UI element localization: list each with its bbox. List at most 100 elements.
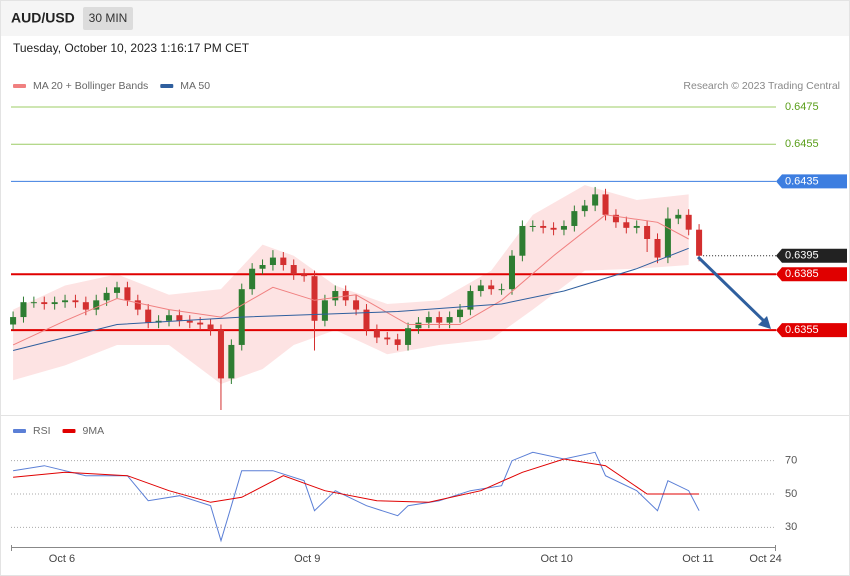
level-tag	[776, 323, 847, 338]
candle-body	[72, 300, 79, 303]
candle-body	[498, 289, 505, 291]
level-tag	[776, 248, 847, 263]
candle-body	[623, 222, 630, 228]
candle-body	[321, 300, 328, 321]
candle-body	[290, 265, 297, 275]
interval-badge[interactable]	[83, 7, 133, 30]
forecast-arrow	[696, 255, 768, 325]
candle-body	[612, 214, 619, 223]
x-tick-label: Oct 6	[49, 553, 75, 565]
candle-body	[311, 276, 318, 321]
candle-body	[124, 287, 131, 301]
legend-swatch	[160, 84, 174, 88]
candle-body	[176, 315, 183, 321]
ma-line	[12, 214, 689, 346]
candle-body	[696, 229, 703, 256]
candle-body	[477, 285, 484, 292]
candle-body	[581, 205, 588, 212]
candle-body	[446, 317, 453, 323]
candle-body	[405, 328, 412, 345]
candle-body	[529, 225, 536, 227]
candle-body	[207, 324, 214, 331]
candle-body	[592, 194, 599, 206]
indicator-line	[13, 458, 700, 503]
candle-body	[457, 309, 464, 318]
level-label: 0.6355	[785, 324, 819, 336]
candle-body	[249, 268, 256, 290]
candle-body	[394, 339, 401, 345]
y-tick-label: 30	[785, 521, 797, 533]
candle-body	[519, 225, 526, 256]
datetime: Tuesday, October 10, 2023 1:16:17 PM CET	[13, 41, 250, 55]
candle-body	[550, 227, 557, 230]
candle-body	[508, 255, 516, 290]
candle-body	[103, 292, 110, 301]
level-label: 0.6455	[785, 138, 819, 150]
candle-body	[664, 218, 671, 258]
candle-body	[20, 302, 27, 318]
candle-body	[280, 257, 287, 266]
candle-body	[228, 344, 235, 379]
candle-body	[415, 322, 422, 329]
candle-body	[10, 317, 17, 325]
candle-body	[571, 211, 578, 226]
candle-body	[467, 291, 474, 310]
ma-line	[12, 247, 689, 351]
candle-body	[41, 302, 48, 305]
interval[interactable]: 30 MIN	[89, 11, 128, 25]
candle-body	[353, 300, 360, 310]
candle-body	[644, 225, 651, 239]
symbol: AUD/USD	[11, 10, 75, 26]
price-panel: 0.6475 0.6455 0.6435 0.6395 0.6385 0.6355 MA 2…	[10, 80, 847, 410]
level-label: 0.6475	[785, 101, 819, 113]
legend-swatch	[13, 84, 26, 88]
legend-swatch	[13, 429, 26, 433]
candle-body	[134, 300, 141, 310]
indicator-line	[13, 451, 700, 543]
candle-body	[82, 302, 89, 310]
candle-body	[93, 300, 100, 310]
candle-body	[685, 214, 692, 230]
y-tick-label: 70	[785, 455, 797, 467]
level-tag	[776, 174, 847, 189]
candle-body	[560, 225, 567, 230]
level-label: 0.6395	[785, 250, 819, 262]
x-tick-label: Oct 9	[294, 553, 320, 565]
candle-body	[197, 322, 204, 325]
candle-body	[602, 194, 609, 215]
candle-body	[436, 317, 443, 323]
candle-body	[633, 225, 640, 228]
candle-body	[145, 309, 152, 323]
forecast-arrowhead	[758, 316, 771, 329]
legend-label: RSI	[33, 425, 51, 437]
candle-body	[373, 330, 380, 338]
y-tick-label: 50	[785, 488, 797, 500]
candle-body	[675, 214, 682, 219]
level-label: 0.6385	[785, 268, 819, 280]
level-label: 0.6435	[785, 175, 819, 187]
candle-body	[540, 225, 547, 228]
candle-body	[186, 320, 193, 323]
candle-body	[654, 238, 661, 258]
candle-body	[217, 330, 224, 379]
candle-body	[114, 287, 121, 293]
legend-label: MA 50	[180, 80, 210, 92]
candle-body	[165, 315, 173, 321]
credit: Research © 2023 Trading Central	[683, 80, 840, 92]
candle-body	[259, 265, 266, 269]
candle-body	[62, 300, 69, 303]
legend-label: MA 20 + Bollinger Bands	[33, 80, 148, 92]
rsi-panel: 30 50 70 Oct 6 Oct 9 Oct 10 Oct 11 Oct 24 RSI 9MA	[11, 425, 797, 565]
candle-body	[269, 257, 276, 266]
level-tag	[776, 267, 847, 282]
x-tick-label: Oct 10	[540, 553, 572, 565]
legend-label: 9MA	[83, 425, 105, 437]
candle-body	[332, 291, 339, 301]
x-tick-label: Oct 11	[682, 553, 714, 565]
candle-body	[488, 285, 495, 290]
candle-body	[51, 302, 58, 305]
candle-body	[384, 337, 391, 340]
candle-body	[301, 274, 308, 277]
